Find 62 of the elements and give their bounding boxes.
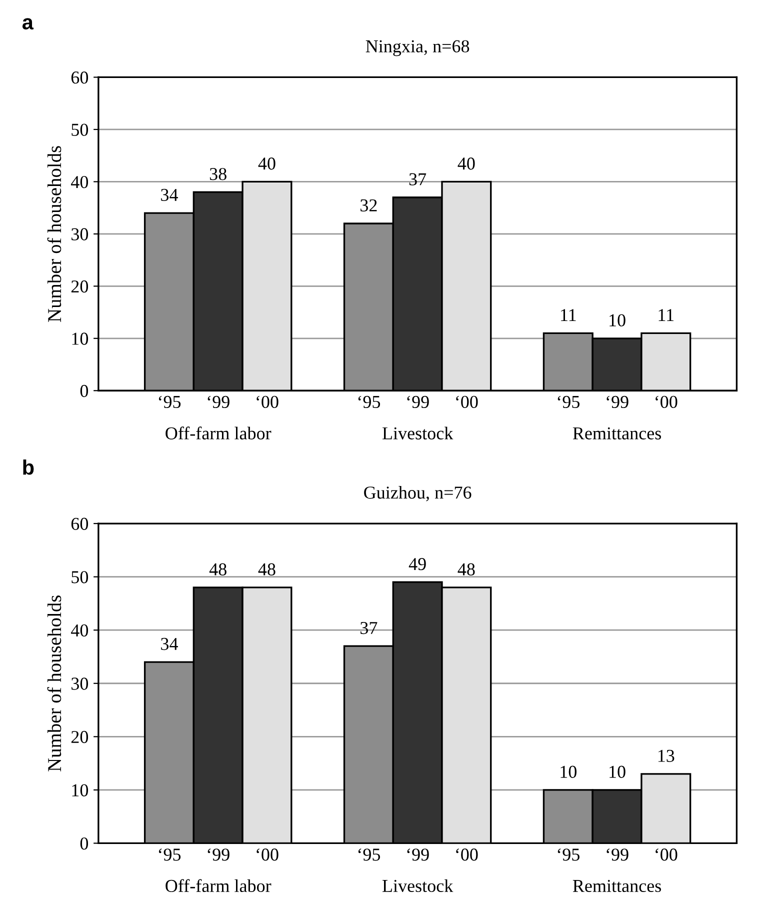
y-tick-label: 20 xyxy=(71,730,88,744)
series-label: ‘99 xyxy=(208,396,230,408)
text: a xyxy=(22,18,34,30)
series-label: ‘00 xyxy=(256,396,278,408)
data-label: 48 xyxy=(258,563,276,576)
data-label: 38 xyxy=(210,168,226,180)
chart-title: Ningxia, n=68 xyxy=(366,40,470,56)
text: ‘00 xyxy=(456,848,478,861)
text: ‘00 xyxy=(656,396,678,408)
text: ‘00 xyxy=(456,396,478,408)
data-label: 37 xyxy=(409,173,426,186)
data-label: 34 xyxy=(161,188,178,202)
text: ‘99 xyxy=(606,848,628,861)
data-label: 10 xyxy=(560,766,576,778)
text: ‘00 xyxy=(656,848,678,861)
data-label: 40 xyxy=(458,158,475,170)
data-label: 49 xyxy=(408,558,426,570)
text: ‘99 xyxy=(407,396,429,408)
data-label: 10 xyxy=(610,766,626,778)
data-label: 10 xyxy=(610,314,626,326)
y-tick-label: 60 xyxy=(71,518,88,530)
y-tick-label: 50 xyxy=(72,571,88,584)
data-label: 11 xyxy=(658,309,674,321)
text: ‘99 xyxy=(407,848,429,861)
y-axis-title: Number of households xyxy=(47,146,62,322)
series-label: ‘95 xyxy=(158,396,181,408)
series-label: ‘99 xyxy=(208,848,230,861)
y-tick-label: 30 xyxy=(72,678,88,690)
text: ‘99 xyxy=(606,396,628,408)
text: b xyxy=(23,459,34,475)
y-tick-label: 0 xyxy=(80,837,88,850)
data-label: 13 xyxy=(658,750,674,762)
text: ‘95 xyxy=(558,396,580,408)
y-tick-label: 0 xyxy=(80,384,88,398)
text: ‘95 xyxy=(358,848,380,861)
x-tick-label: Livestock xyxy=(382,426,454,440)
series-label: ‘95 xyxy=(158,848,181,861)
x-tick-label: Livestock xyxy=(382,879,454,892)
chart-title: Guizhou, n=76 xyxy=(364,486,472,502)
y-tick-label: 10 xyxy=(72,332,88,345)
y-axis-title: Number of households xyxy=(47,596,62,772)
y-tick-label: 40 xyxy=(71,176,88,188)
y-tick-label: 50 xyxy=(72,124,88,136)
y-tick-label: 60 xyxy=(71,71,88,84)
data-label: 11 xyxy=(561,309,576,321)
data-label: 37 xyxy=(360,622,378,634)
y-tick-label: 10 xyxy=(72,784,88,796)
data-label: 48 xyxy=(209,563,226,576)
text: ‘95 xyxy=(558,848,580,861)
text: ‘95 xyxy=(358,396,380,408)
data-label: 32 xyxy=(360,199,377,212)
y-tick-label: 30 xyxy=(72,228,88,240)
data-label: 40 xyxy=(258,158,276,170)
x-tick-label: Off-farm labor xyxy=(166,879,272,892)
series-label: ‘00 xyxy=(256,848,278,861)
x-tick-label: Remittances xyxy=(572,880,661,892)
data-label: 34 xyxy=(161,638,178,650)
data-label: 48 xyxy=(458,563,475,576)
y-tick-label: 20 xyxy=(71,280,88,293)
x-tick-label: Off-farm labor xyxy=(166,426,272,440)
x-tick-label: Remittances xyxy=(572,427,661,440)
y-tick-label: 40 xyxy=(71,624,88,637)
